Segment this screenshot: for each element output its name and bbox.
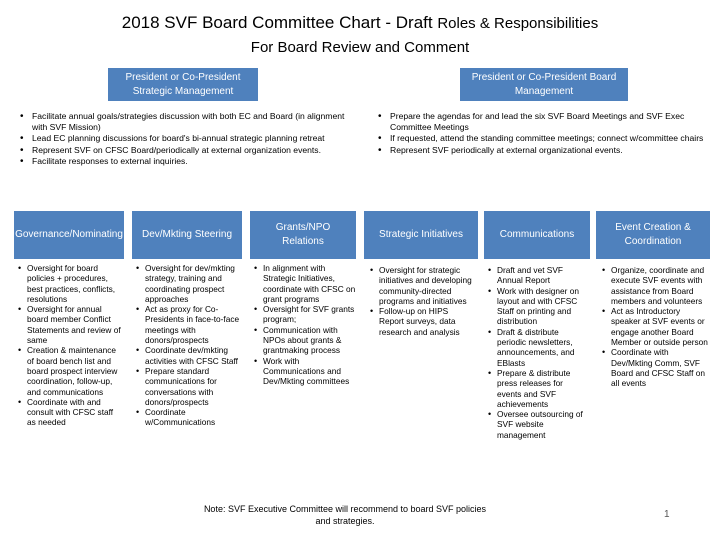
list-item: Communication with NPOs about grants & g… (254, 325, 356, 356)
list-item: Oversight for annual board member Confli… (18, 304, 122, 345)
communications-responsibilities: Draft and vet SVF Annual Report Work wit… (488, 265, 588, 440)
list-item: Follow-up on HIPS Report surveys, data r… (370, 306, 474, 337)
committee-box-label: Grants/NPO Relations (275, 222, 331, 247)
committee-box-communications: Communications (484, 211, 590, 259)
list-item: Coordinate with Dev/Mkting Comm, SVF Boa… (602, 347, 708, 388)
list-item: Oversight for dev/mkting strategy, train… (136, 263, 240, 304)
committee-box-governance-nominating: Governance/Nominating (14, 211, 124, 259)
list-item: Oversee outsourcing of SVF website manag… (488, 409, 588, 440)
list-item: Creation & maintenance of board bench li… (18, 345, 122, 396)
list-item: Coordinate w/Communications (136, 407, 240, 428)
list-item: Work with Communications and Dev/Mkting … (254, 356, 356, 387)
grants-npo-relations-responsibilities: In alignment with Strategic Initiatives,… (254, 263, 356, 387)
list-item: Organize, coordinate and execute SVF eve… (602, 265, 708, 306)
committee-box-dev-mkting-steering: Dev/Mkting Steering (132, 211, 242, 259)
list-item: Represent SVF periodically at external o… (378, 145, 704, 156)
list-item: Facilitate responses to external inquiri… (20, 156, 350, 167)
event-creation-responsibilities: Organize, coordinate and execute SVF eve… (602, 265, 708, 389)
list-item: Oversight for board policies + procedure… (18, 263, 122, 304)
committee-box-grants-npo-relations: Grants/NPO Relations (250, 211, 356, 259)
page-title: 2018 SVF Board Committee Chart - Draft R… (0, 12, 720, 35)
committee-box-event-creation: Event Creation & Coordination (596, 211, 710, 259)
role-box-strategic-management: President or Co-President Strategic Mana… (108, 68, 258, 101)
list-item: Represent SVF on CFSC Board/periodically… (20, 145, 350, 156)
list-item: Work with designer on layout and with CF… (488, 286, 588, 327)
list-item: Oversight for strategic initiatives and … (370, 265, 474, 306)
list-item: Oversight for SVF grants program; (254, 304, 356, 325)
list-item: Facilitate annual goals/strategies discu… (20, 111, 350, 133)
page-number: 1 (664, 509, 670, 520)
strategic-management-responsibilities: Facilitate annual goals/strategies discu… (20, 111, 350, 167)
committee-box-label: Communications (499, 229, 575, 240)
page-subtitle: For Board Review and Comment (250, 39, 470, 56)
strategic-initiatives-responsibilities: Oversight for strategic initiatives and … (370, 265, 474, 337)
list-item: Prepare & distribute press releases for … (488, 368, 588, 409)
committee-box-label: Strategic Initiatives (379, 229, 463, 240)
title-small: Roles & Responsibilities (437, 15, 599, 32)
role-box-board-management: President or Co-President Board Manageme… (460, 68, 628, 101)
role-box-label: President or Co-President Board Manageme… (471, 71, 617, 97)
list-item: If requested, attend the standing commit… (378, 133, 704, 144)
list-item: Act as proxy for Co-Presidents in face-t… (136, 304, 240, 345)
list-item: Lead EC planning discussions for board's… (20, 133, 350, 144)
list-item: Prepare standard communications for conv… (136, 366, 240, 407)
dev-mkting-steering-responsibilities: Oversight for dev/mkting strategy, train… (136, 263, 240, 428)
list-item: Act as Introductory speaker at SVF event… (602, 306, 708, 347)
list-item: In alignment with Strategic Initiatives,… (254, 263, 356, 304)
list-item: Coordinate dev/mkting activities with CF… (136, 345, 240, 366)
committee-box-strategic-initiatives: Strategic Initiatives (364, 211, 478, 259)
governance-nominating-responsibilities: Oversight for board policies + procedure… (18, 263, 122, 428)
list-item: Draft and vet SVF Annual Report (488, 265, 588, 286)
list-item: Prepare the agendas for and lead the six… (378, 111, 704, 133)
title-main: 2018 SVF Board Committee Chart - Draft (121, 13, 433, 32)
list-item: Coordinate with and consult with CFSC st… (18, 397, 122, 428)
role-box-label: President or Co-President Strategic Mana… (125, 71, 241, 97)
board-management-responsibilities: Prepare the agendas for and lead the six… (378, 111, 704, 156)
committee-box-label: Dev/Mkting Steering (141, 229, 233, 240)
committee-box-label: Event Creation & Coordination (615, 222, 691, 247)
list-item: Draft & distribute periodic newsletters,… (488, 327, 588, 368)
committee-box-label: Governance/Nominating (15, 229, 123, 240)
footer-note: Note: SVF Executive Committee will recom… (203, 504, 487, 526)
